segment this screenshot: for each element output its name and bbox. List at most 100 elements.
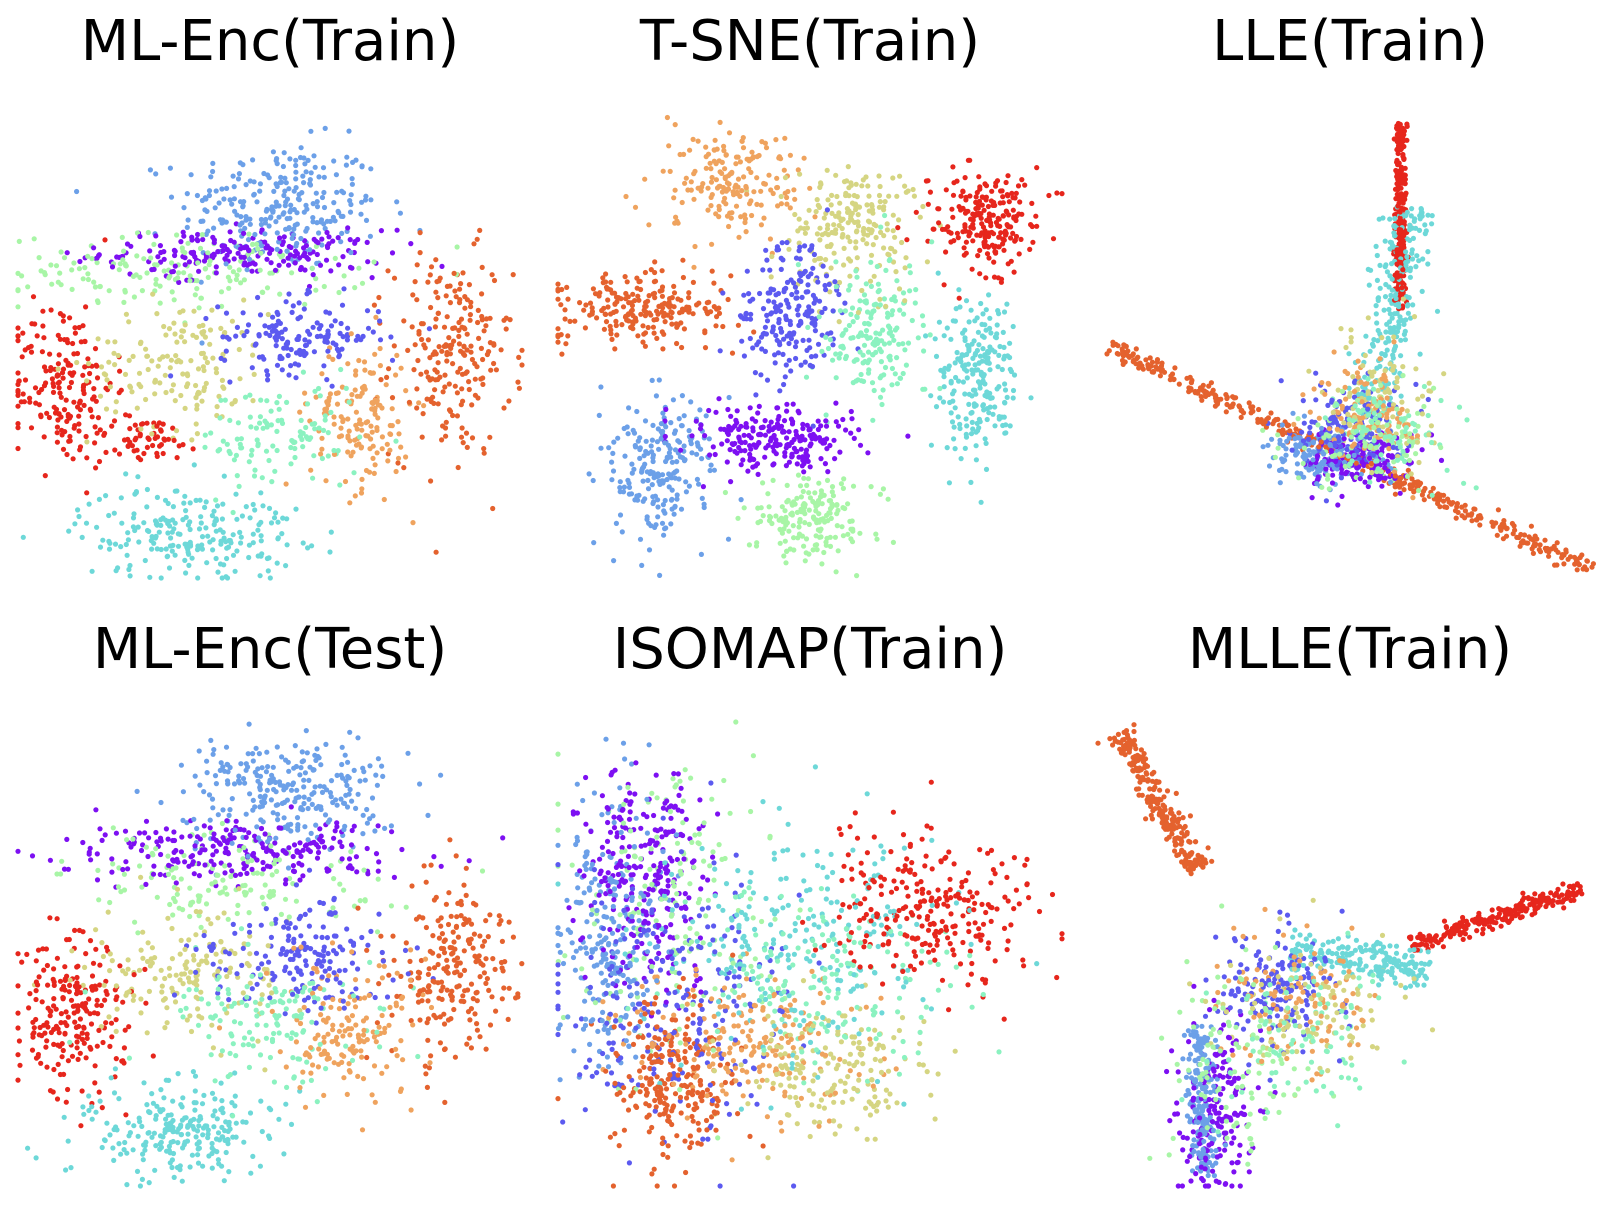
scatter-point — [748, 446, 754, 452]
scatter-point — [984, 251, 991, 257]
scatter-point — [345, 225, 351, 231]
scatter-point — [596, 412, 602, 418]
scatter-point — [970, 371, 976, 377]
scatter-point — [630, 321, 636, 327]
scatter-point — [1398, 353, 1404, 359]
scatter-point — [819, 348, 825, 354]
scatter-point — [308, 467, 314, 473]
scatter-point — [277, 179, 283, 186]
scatter-point — [325, 348, 331, 354]
scatter-point — [669, 295, 675, 301]
scatter-point — [65, 414, 71, 420]
scatter-point — [865, 218, 872, 224]
scatter-point — [139, 288, 145, 294]
scatter-point — [221, 562, 227, 568]
scatter-point — [974, 347, 980, 354]
scatter-point — [749, 212, 755, 219]
scatter-point — [900, 290, 907, 296]
scatter-point — [127, 426, 133, 432]
scatter-point — [979, 230, 985, 236]
scatter-point — [1373, 311, 1379, 317]
scatter-point — [1387, 297, 1393, 303]
scatter-point — [834, 502, 840, 508]
scatter-point — [191, 308, 197, 314]
scatter-point — [1006, 199, 1012, 205]
scatter-point — [180, 328, 187, 334]
scatter-point — [162, 497, 169, 503]
scatter-point — [1301, 413, 1307, 419]
scatter-point — [740, 457, 746, 463]
scatter-point — [269, 204, 275, 210]
scatter-point — [696, 481, 702, 487]
scatter-point — [733, 161, 739, 167]
scatter-point — [274, 560, 280, 566]
scatter-point — [330, 238, 336, 244]
scatter-point — [567, 318, 573, 324]
scatter-point — [213, 188, 219, 194]
scatter-point — [757, 431, 763, 437]
scatter-point — [829, 229, 835, 236]
scatter-point — [270, 443, 276, 449]
scatter-point — [659, 268, 665, 274]
scatter-point — [425, 374, 431, 380]
scatter-point — [389, 395, 396, 401]
scatter-point — [618, 296, 624, 302]
scatter-point — [324, 377, 330, 383]
scatter-point — [1310, 449, 1317, 455]
scatter-point — [590, 286, 596, 292]
scatter-point — [274, 428, 280, 434]
scatter-point — [677, 151, 683, 158]
scatter-point — [154, 453, 160, 459]
scatter-point — [820, 263, 826, 269]
scatter-point — [634, 275, 640, 281]
scatter-point — [991, 259, 997, 265]
scatter-point — [224, 441, 230, 447]
scatter-point — [674, 496, 680, 502]
scatter-point — [738, 214, 744, 220]
scatter-point — [1574, 567, 1580, 573]
scatter-point — [1420, 256, 1426, 262]
scatter-point — [228, 237, 234, 244]
scatter-point — [144, 270, 150, 276]
scatter-point — [758, 222, 764, 228]
scatter-point — [825, 345, 832, 352]
scatter-point — [703, 413, 709, 419]
scatter-point — [1396, 324, 1402, 331]
scatter-point — [791, 187, 797, 193]
scatter-point — [345, 416, 351, 422]
scatter-point — [264, 398, 270, 404]
scatter-point — [835, 423, 842, 429]
scatter-point — [182, 493, 188, 499]
scatter-point — [116, 451, 123, 457]
scatter-point — [187, 500, 193, 506]
scatter-point — [659, 309, 665, 315]
scatter-point — [805, 476, 811, 482]
scatter-point — [671, 290, 678, 296]
scatter-point — [71, 260, 77, 266]
scatter-point — [396, 431, 402, 437]
scatter-point — [74, 350, 81, 357]
scatter-point — [181, 500, 187, 506]
scatter-point — [858, 371, 864, 378]
scatter-point — [316, 326, 322, 332]
scatter-point — [658, 436, 664, 442]
scatter-point — [1403, 262, 1409, 268]
scatter-point — [118, 495, 124, 501]
scatter-point — [409, 324, 415, 330]
scatter-point — [725, 536, 732, 542]
scatter-point — [143, 396, 149, 403]
scatter-point — [748, 169, 754, 175]
scatter-point — [241, 277, 247, 283]
scatter-point — [774, 405, 780, 411]
scatter-point — [319, 435, 325, 441]
scatter-point — [337, 482, 343, 488]
scatter-point — [1381, 307, 1387, 313]
scatter-point — [843, 327, 849, 333]
scatter-point — [488, 367, 494, 373]
scatter-point — [410, 292, 416, 298]
scatter-point — [15, 381, 21, 387]
scatter-point — [814, 547, 820, 553]
scatter-point — [1409, 206, 1415, 212]
scatter-point — [776, 517, 782, 523]
scatter-point — [280, 163, 286, 170]
